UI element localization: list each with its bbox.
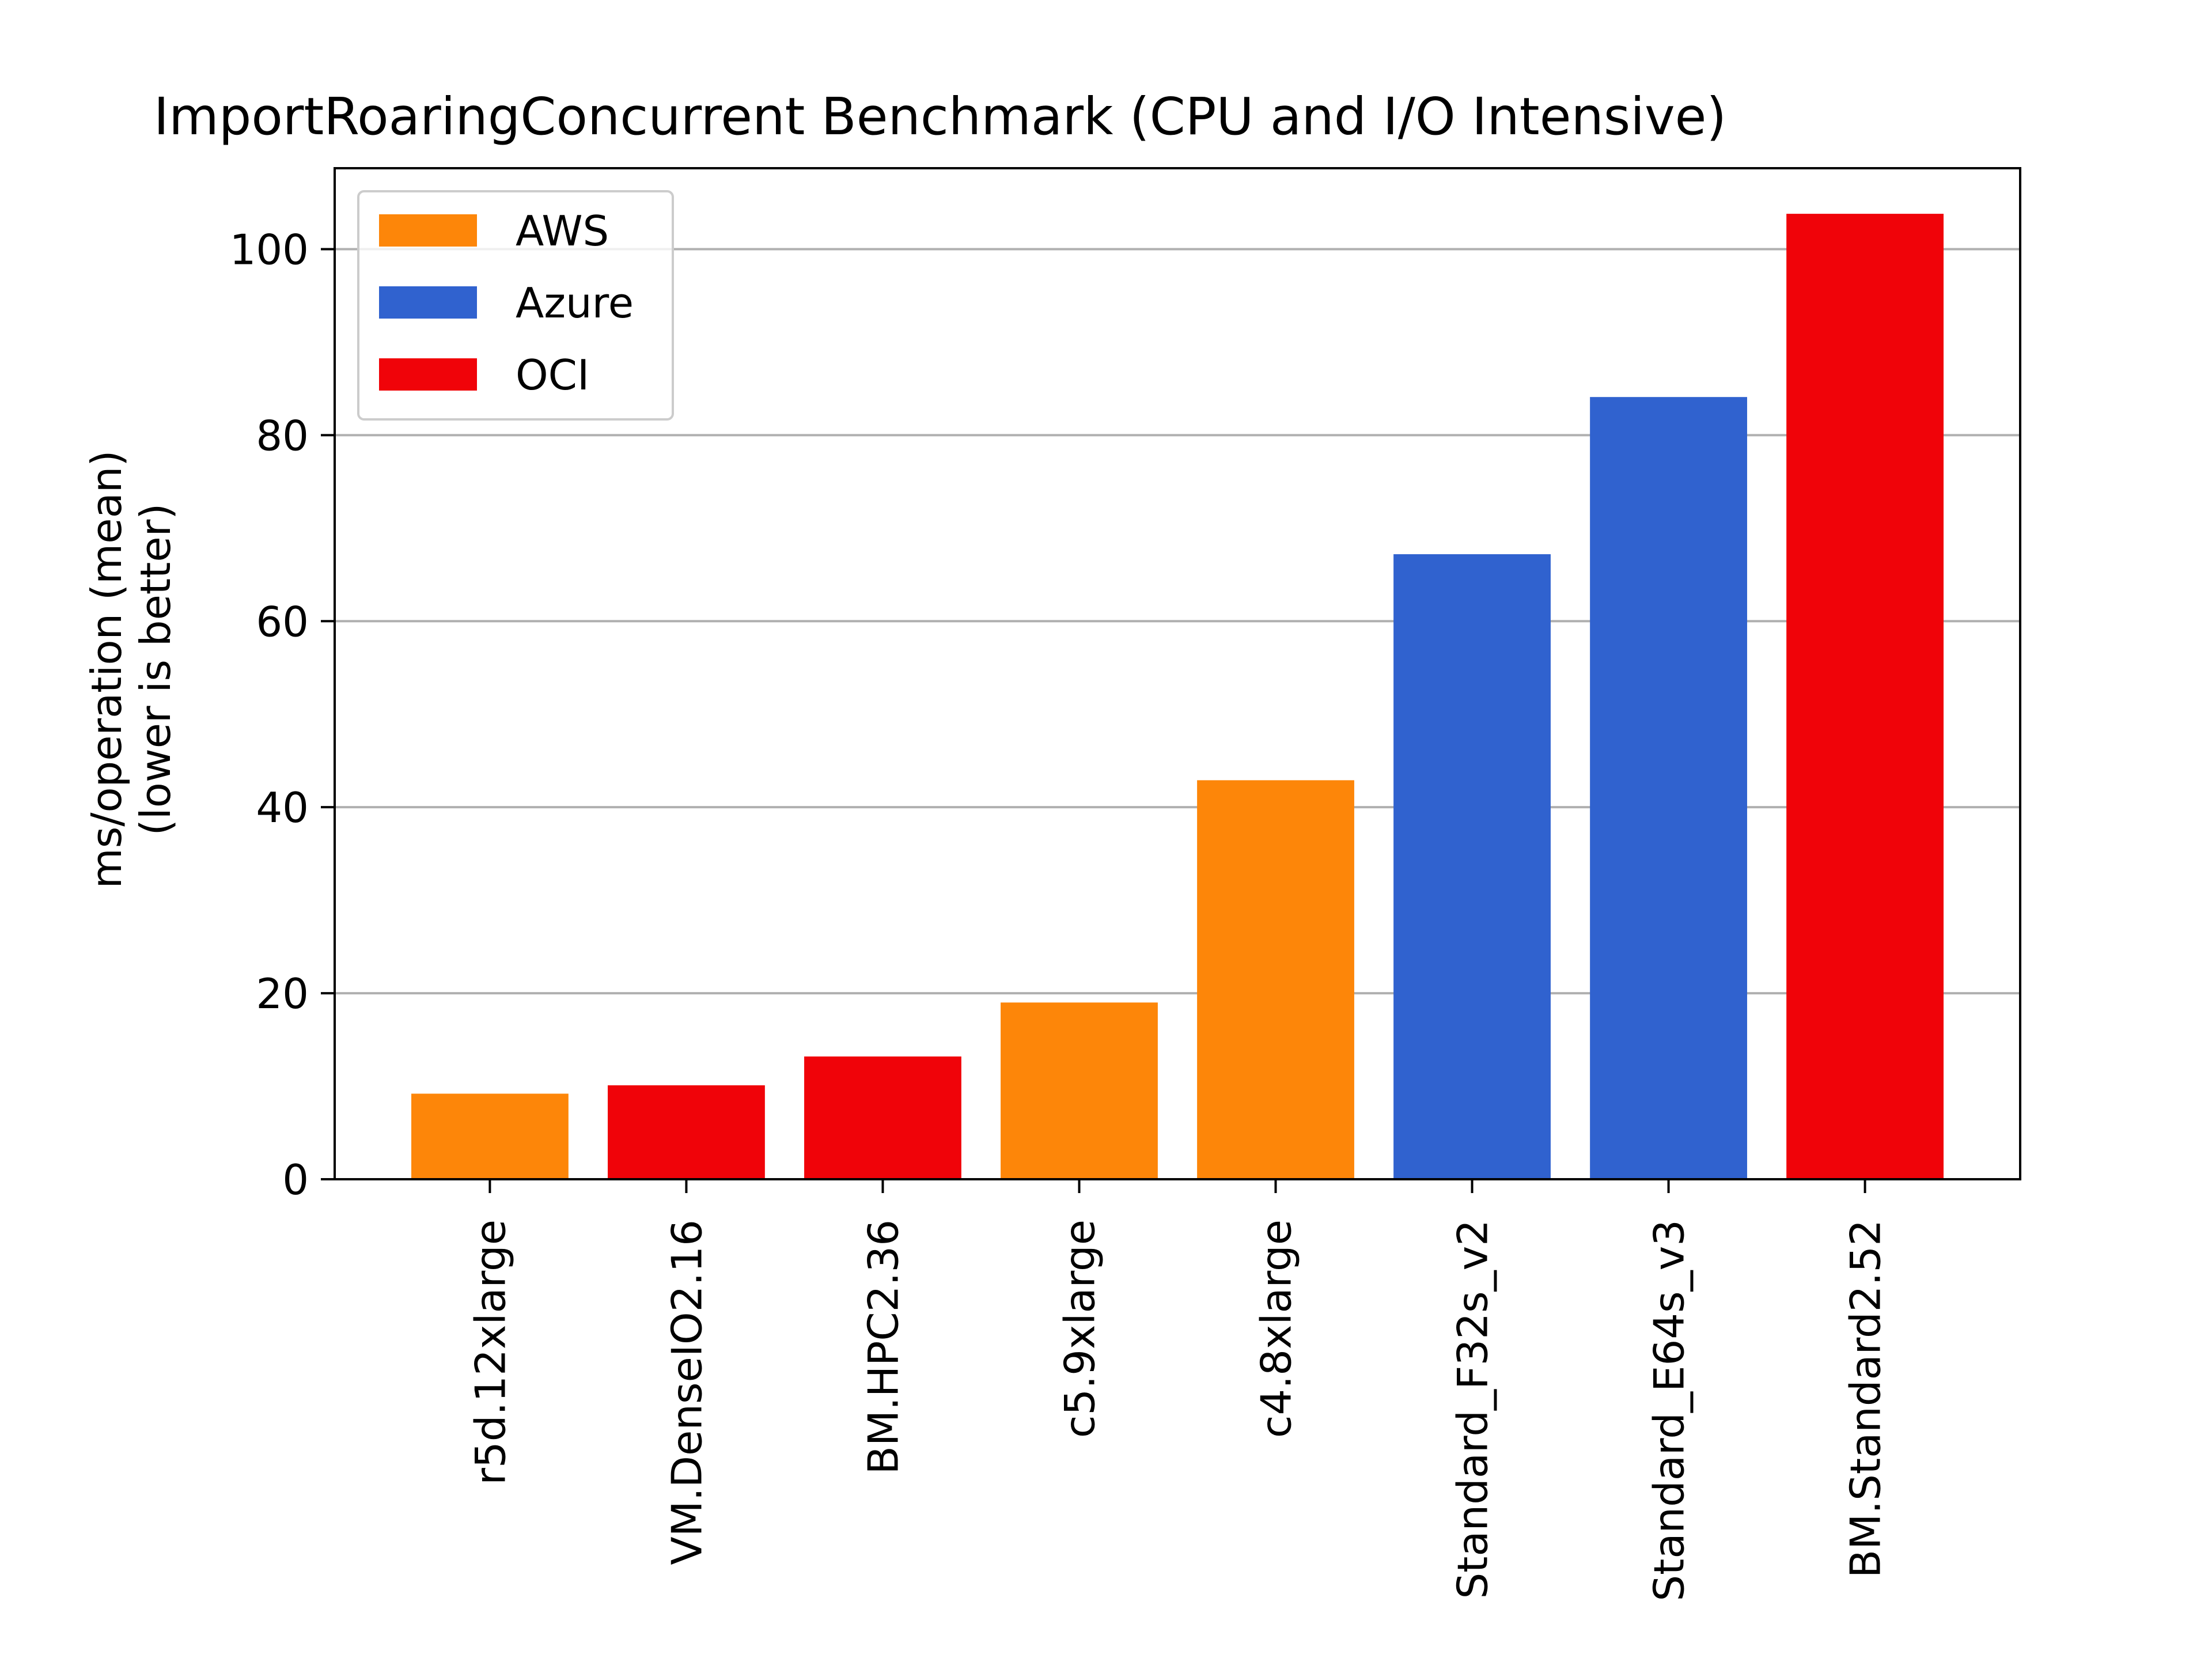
y-tick-label: 100 (230, 225, 309, 274)
y-axis-label-line-2: (lower is better) (131, 503, 180, 836)
bar-c4-8xlarge (1197, 780, 1354, 1179)
x-tick-label: Standard_F32s_v2 (1449, 1220, 1497, 1599)
x-tick-label: c4.8xlarge (1252, 1220, 1301, 1438)
x-tick-label: Standard_E64s_v3 (1645, 1220, 1694, 1602)
chart-title: ImportRoaringConcurrent Benchmark (CPU a… (154, 86, 1726, 146)
legend-swatch-azure (379, 286, 477, 319)
y-axis: 0 20 40 60 80 100 (230, 225, 335, 1204)
bar-bm-standard2-52 (1786, 214, 1944, 1179)
x-tick-label: r5d.12xlarge (466, 1220, 514, 1485)
bar-standard-e64s-v3 (1590, 397, 1747, 1179)
y-tick-label: 60 (256, 597, 309, 646)
legend-label-aws: AWS (516, 207, 609, 255)
bar-vm-denseio2-16 (608, 1085, 765, 1179)
legend-swatch-oci (379, 358, 477, 391)
bar-standard-f32s-v2 (1393, 554, 1551, 1179)
y-tick-label: 80 (256, 411, 309, 460)
legend-swatch-aws (379, 214, 477, 247)
y-tick-label: 20 (256, 970, 309, 1018)
y-tick-label: 0 (282, 1156, 309, 1204)
x-axis: r5d.12xlarge VM.DenseIO2.16 BM.HPC2.36 c5.9… (466, 1179, 1890, 1602)
legend-label-oci: OCI (516, 351, 589, 399)
bar-r5d-12xlarge (411, 1093, 569, 1179)
bar-bm-hpc2-36 (804, 1056, 961, 1179)
y-tick-label: 40 (256, 783, 309, 832)
x-tick-label: VM.DenseIO2.16 (662, 1220, 711, 1565)
legend: AWS Azure OCI (357, 190, 674, 421)
x-tick-label: c5.9xlarge (1055, 1220, 1104, 1438)
x-tick-label: BM.HPC2.36 (859, 1220, 907, 1475)
legend-label-azure: Azure (516, 279, 634, 327)
bars (411, 214, 1944, 1179)
bar-c5-9xlarge (1001, 1002, 1158, 1179)
x-tick-label: BM.Standard2.52 (1842, 1220, 1890, 1578)
plot-frame (334, 167, 2021, 1180)
y-axis-label-line-1: ms/operation (mean) (82, 450, 131, 889)
